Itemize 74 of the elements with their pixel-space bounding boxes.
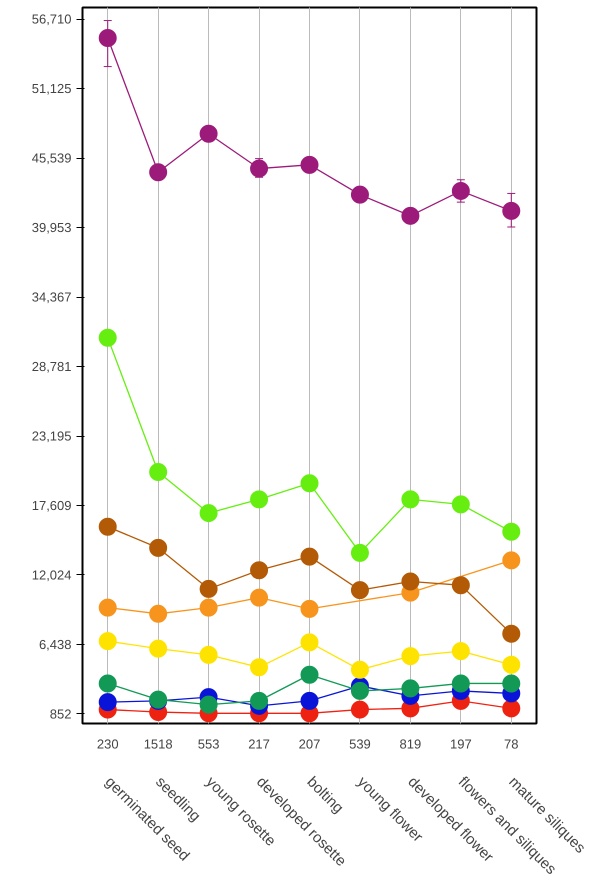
point — [200, 696, 218, 714]
text: 539 — [349, 736, 371, 752]
point — [250, 588, 268, 607]
point — [98, 693, 117, 712]
text: 553 — [198, 736, 220, 752]
point — [149, 604, 168, 623]
text: 819 — [400, 736, 422, 752]
point — [200, 646, 218, 664]
point — [502, 522, 520, 541]
y-tick-label: 56,710 — [32, 12, 72, 27]
y-tick-label: 852 — [50, 706, 72, 722]
point — [98, 674, 117, 692]
point — [300, 666, 318, 684]
point — [502, 674, 520, 692]
text: 217 — [248, 736, 270, 752]
point — [350, 682, 369, 700]
point — [452, 642, 470, 660]
point — [149, 463, 168, 482]
point — [350, 544, 369, 562]
point — [300, 692, 318, 710]
point — [300, 600, 318, 618]
point — [300, 156, 318, 174]
point — [502, 699, 520, 718]
y-tick-label: 28,781 — [32, 359, 72, 374]
point — [250, 561, 268, 580]
text: 1518 — [144, 736, 173, 752]
point — [98, 328, 117, 347]
point — [452, 674, 470, 692]
point — [401, 572, 420, 590]
point — [149, 163, 168, 182]
point — [98, 518, 117, 536]
text: 230 — [96, 736, 119, 752]
point — [502, 656, 520, 674]
point — [502, 551, 520, 570]
point — [300, 548, 318, 566]
point — [401, 490, 420, 508]
point — [250, 692, 268, 710]
point — [200, 598, 218, 617]
text: 78 — [504, 736, 519, 752]
point — [250, 490, 268, 508]
y-tick-label: 12,024 — [32, 567, 72, 582]
point — [350, 660, 369, 679]
point — [200, 124, 218, 143]
point — [98, 632, 117, 650]
text: 197 — [450, 736, 472, 752]
y-tick-label: 51,125 — [32, 81, 72, 96]
point — [250, 658, 268, 676]
point — [452, 495, 470, 514]
point — [452, 182, 470, 200]
point — [250, 160, 268, 178]
point — [350, 581, 369, 600]
point — [452, 576, 470, 594]
y-tick-label: 34,367 — [32, 290, 72, 305]
point — [401, 206, 420, 225]
point — [98, 598, 117, 617]
point — [300, 633, 318, 652]
point — [149, 640, 168, 658]
point — [350, 186, 369, 204]
y-tick-label: 23,195 — [32, 428, 72, 444]
point — [350, 700, 369, 719]
point — [401, 679, 420, 698]
point — [149, 538, 168, 557]
point — [200, 504, 218, 522]
point — [401, 647, 420, 666]
point — [502, 202, 520, 220]
y-tick-label: 6,438 — [38, 636, 72, 652]
y-tick-label: 17,609 — [32, 498, 72, 513]
point — [502, 624, 520, 643]
point — [300, 474, 318, 492]
text: 207 — [298, 736, 320, 752]
point — [98, 28, 117, 47]
y-tick-label: 45,539 — [32, 150, 72, 166]
y-tick-label: 39,953 — [32, 220, 72, 236]
point — [200, 580, 218, 598]
